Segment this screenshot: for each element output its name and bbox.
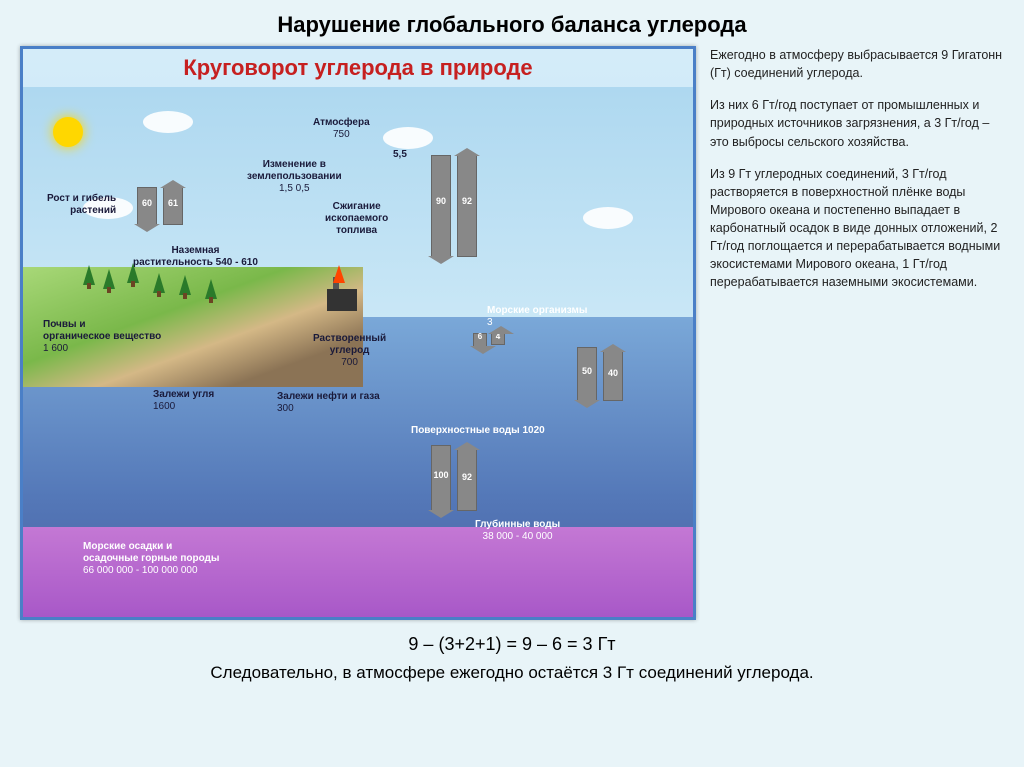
label-dissolved: Растворенныйуглерод700 (313, 333, 386, 369)
tree-icon (83, 265, 95, 285)
flux-bar: 61 (163, 187, 183, 225)
label-seabed: Морские осадки иосадочные горные породы6… (83, 541, 219, 577)
label-oilgas: Залежи нефти и газа300 (277, 391, 380, 415)
diagram-body: Атмосфера750 5,5 Изменение вземлепользов… (23, 87, 693, 617)
side-text: Ежегодно в атмосферу выбрасывается 9 Гиг… (710, 46, 1004, 620)
label-coal: Залежи угля1600 (153, 389, 214, 413)
label-plants: Рост и гибельрастений (47, 193, 116, 217)
flux-bar: 60 (137, 187, 157, 225)
equation: 9 – (3+2+1) = 9 – 6 = 3 Гт (20, 634, 1004, 655)
main-row: Круговорот углерода в природе Атмосфера7… (20, 46, 1004, 620)
page-title: Нарушение глобального баланса углерода (20, 12, 1004, 38)
tree-icon (153, 273, 165, 293)
flux-bar: 92 (457, 155, 477, 257)
flux-bar: 40 (603, 351, 623, 401)
tree-icon (127, 263, 139, 283)
flux-bar: 6 (473, 333, 487, 347)
side-para-3: Из 9 Гт углеродных соединений, 3 Гт/год … (710, 165, 1004, 292)
label-soil: Почвы иорганическое вещество1 600 (43, 319, 161, 355)
cloud-icon (143, 111, 193, 133)
flux-bar: 4 (491, 333, 505, 345)
flame-icon (333, 265, 345, 283)
diagram-title: Круговорот углерода в природе (23, 49, 693, 87)
cloud-icon (583, 207, 633, 229)
side-para-2: Из них 6 Гт/год поступает от промышленны… (710, 96, 1004, 150)
carbon-cycle-diagram: Круговорот углерода в природе Атмосфера7… (20, 46, 696, 620)
conclusion: Следовательно, в атмосфере ежегодно оста… (20, 663, 1004, 683)
side-para-1: Ежегодно в атмосферу выбрасывается 9 Гиг… (710, 46, 1004, 82)
flux-bar: 100 (431, 445, 451, 511)
label-terrestrial: Наземнаярастительность 540 - 610 (133, 245, 258, 269)
cloud-icon (383, 127, 433, 149)
flux-bar: 50 (577, 347, 597, 401)
label-landuse: Изменение вземлепользовании1,5 0,5 (247, 159, 342, 195)
tree-icon (103, 269, 115, 289)
tree-icon (179, 275, 191, 295)
flux-bar: 92 (457, 449, 477, 511)
label-surface-water: Поверхностные воды 1020 (411, 425, 545, 437)
label-deep-water: Глубинные воды38 000 - 40 000 (475, 519, 560, 543)
tree-icon (205, 279, 217, 299)
sun-icon (53, 117, 83, 147)
label-atmosphere: Атмосфера750 (313, 117, 370, 141)
factory-icon (327, 289, 357, 311)
label-fuel: Сжиганиеископаемоготоплива (325, 201, 388, 237)
flux-bar: 90 (431, 155, 451, 257)
label-fuel-value: 5,5 (393, 149, 407, 161)
